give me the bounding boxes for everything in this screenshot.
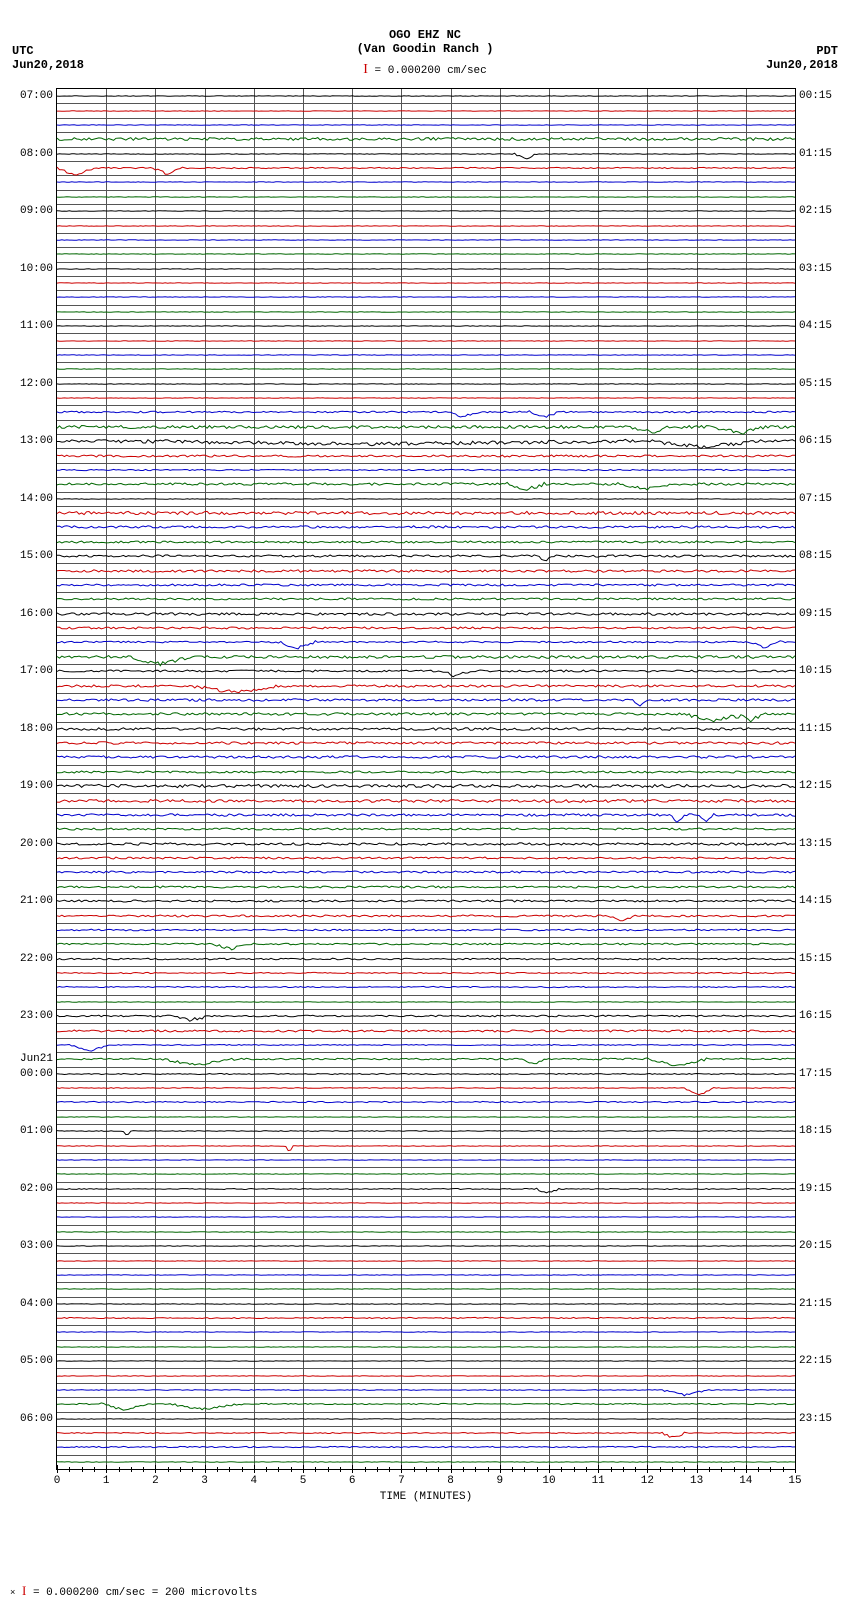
time-label-left: 02:00 (20, 1183, 53, 1195)
time-label-right: 23:15 (799, 1413, 832, 1425)
x-tick-label: 9 (496, 1475, 503, 1487)
time-label-left: 18:00 (20, 723, 53, 735)
time-label-left: 04:00 (20, 1298, 53, 1310)
seismogram-page: OGO EHZ NC (Van Goodin Ranch ) I = 0.000… (0, 0, 850, 1613)
time-label-right: 13:15 (799, 838, 832, 850)
time-label-right: 14:15 (799, 895, 832, 907)
x-tick-label: 12 (641, 1475, 654, 1487)
x-tick-label: 11 (592, 1475, 605, 1487)
time-label-right: 05:15 (799, 378, 832, 390)
time-label-right: 06:15 (799, 435, 832, 447)
x-axis-title: TIME (MINUTES) (380, 1491, 472, 1503)
x-tick-label: 5 (300, 1475, 307, 1487)
x-tick-label: 7 (398, 1475, 405, 1487)
time-label-left: 11:00 (20, 320, 53, 332)
seismic-trace (57, 1455, 795, 1469)
station-title: OGO EHZ NC (0, 28, 850, 42)
timezone-right: PDT (816, 44, 838, 58)
time-label-left: 21:00 (20, 895, 53, 907)
time-label-right: 11:15 (799, 723, 832, 735)
time-label-left: 06:00 (20, 1413, 53, 1425)
time-label-left: 13:00 (20, 435, 53, 447)
x-tick-label: 15 (788, 1475, 801, 1487)
time-label-left: 17:00 (20, 665, 53, 677)
x-tick-label: 3 (201, 1475, 208, 1487)
time-label-left: 23:00 (20, 1010, 53, 1022)
time-label-left: 05:00 (20, 1355, 53, 1367)
time-label-right: 12:15 (799, 780, 832, 792)
time-label-right: 09:15 (799, 608, 832, 620)
time-label-right: 01:15 (799, 148, 832, 160)
time-label-left: 12:00 (20, 378, 53, 390)
time-label-left: 03:00 (20, 1240, 53, 1252)
x-tick (795, 1465, 796, 1473)
time-label-left: 07:00 (20, 90, 53, 102)
station-location: (Van Goodin Ranch ) (0, 42, 850, 56)
amplitude-scale: I = 0.000200 cm/sec (0, 62, 850, 78)
time-label-right: 02:15 (799, 205, 832, 217)
time-label-left: 00:00 (20, 1068, 53, 1080)
x-tick-label: 6 (349, 1475, 356, 1487)
time-label-left: 16:00 (20, 608, 53, 620)
time-label-right: 18:15 (799, 1125, 832, 1137)
time-label-left: 09:00 (20, 205, 53, 217)
x-tick-label: 1 (103, 1475, 110, 1487)
time-label-right: 19:15 (799, 1183, 832, 1195)
time-label-left: 10:00 (20, 263, 53, 275)
seismogram-plot: TIME (MINUTES) 012345678910111213141507:… (56, 88, 796, 1470)
time-label-right: 00:15 (799, 90, 832, 102)
time-label-right: 20:15 (799, 1240, 832, 1252)
time-label-right: 04:15 (799, 320, 832, 332)
time-label-left: Jun21 (20, 1053, 53, 1065)
time-label-left: 14:00 (20, 493, 53, 505)
time-label-right: 22:15 (799, 1355, 832, 1367)
time-label-left: 15:00 (20, 550, 53, 562)
time-label-left: 20:00 (20, 838, 53, 850)
x-tick-label: 0 (54, 1475, 61, 1487)
time-label-right: 03:15 (799, 263, 832, 275)
time-label-right: 07:15 (799, 493, 832, 505)
footer-scale: × I = 0.000200 cm/sec = 200 microvolts (10, 1583, 257, 1599)
x-tick-label: 2 (152, 1475, 159, 1487)
time-label-left: 08:00 (20, 148, 53, 160)
x-tick-label: 10 (542, 1475, 555, 1487)
time-label-left: 01:00 (20, 1125, 53, 1137)
time-label-right: 10:15 (799, 665, 832, 677)
time-label-right: 17:15 (799, 1068, 832, 1080)
time-label-left: 19:00 (20, 780, 53, 792)
x-tick-label: 8 (447, 1475, 454, 1487)
time-label-right: 15:15 (799, 953, 832, 965)
time-label-left: 22:00 (20, 953, 53, 965)
date-left: Jun20,2018 (12, 58, 84, 72)
time-label-right: 21:15 (799, 1298, 832, 1310)
time-label-right: 08:15 (799, 550, 832, 562)
x-tick-label: 14 (739, 1475, 752, 1487)
x-tick-label: 13 (690, 1475, 703, 1487)
date-right: Jun20,2018 (766, 58, 838, 72)
timezone-left: UTC (12, 44, 34, 58)
x-tick-label: 4 (250, 1475, 257, 1487)
time-label-right: 16:15 (799, 1010, 832, 1022)
